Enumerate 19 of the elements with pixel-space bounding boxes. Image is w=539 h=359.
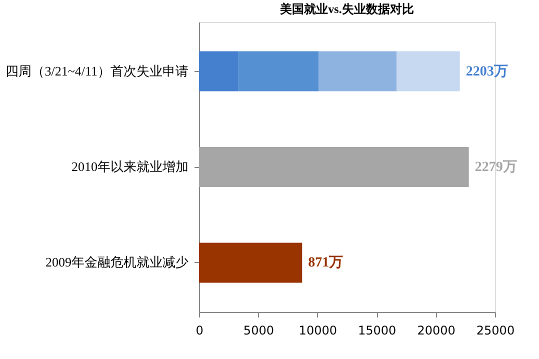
chart-title: 美国就业vs.失业数据对比 xyxy=(279,2,414,16)
bar xyxy=(396,51,460,92)
y-tick-label: 2010年以来就业增加 xyxy=(72,159,188,174)
bar xyxy=(199,242,302,283)
x-tick-label: 10000 xyxy=(298,324,337,338)
annotation: 871万 xyxy=(308,256,344,271)
x-tick-label: 5000 xyxy=(243,324,274,338)
bar xyxy=(199,147,469,187)
annotation: 2203万 xyxy=(466,64,508,80)
bar xyxy=(238,51,319,92)
annotation: 2279万 xyxy=(474,160,517,175)
x-tick-label: 15000 xyxy=(358,324,396,338)
bar xyxy=(199,51,238,92)
x-tick-label: 25000 xyxy=(476,324,515,338)
y-tick-label: 2009年金融危机就业减少 xyxy=(46,254,188,270)
bar xyxy=(318,51,397,92)
x-tick-label: 20000 xyxy=(417,324,456,338)
y-tick-label: 四周（3/21~4/11）首次失业申请 xyxy=(6,63,188,78)
x-tick-label: 0 xyxy=(196,324,204,338)
